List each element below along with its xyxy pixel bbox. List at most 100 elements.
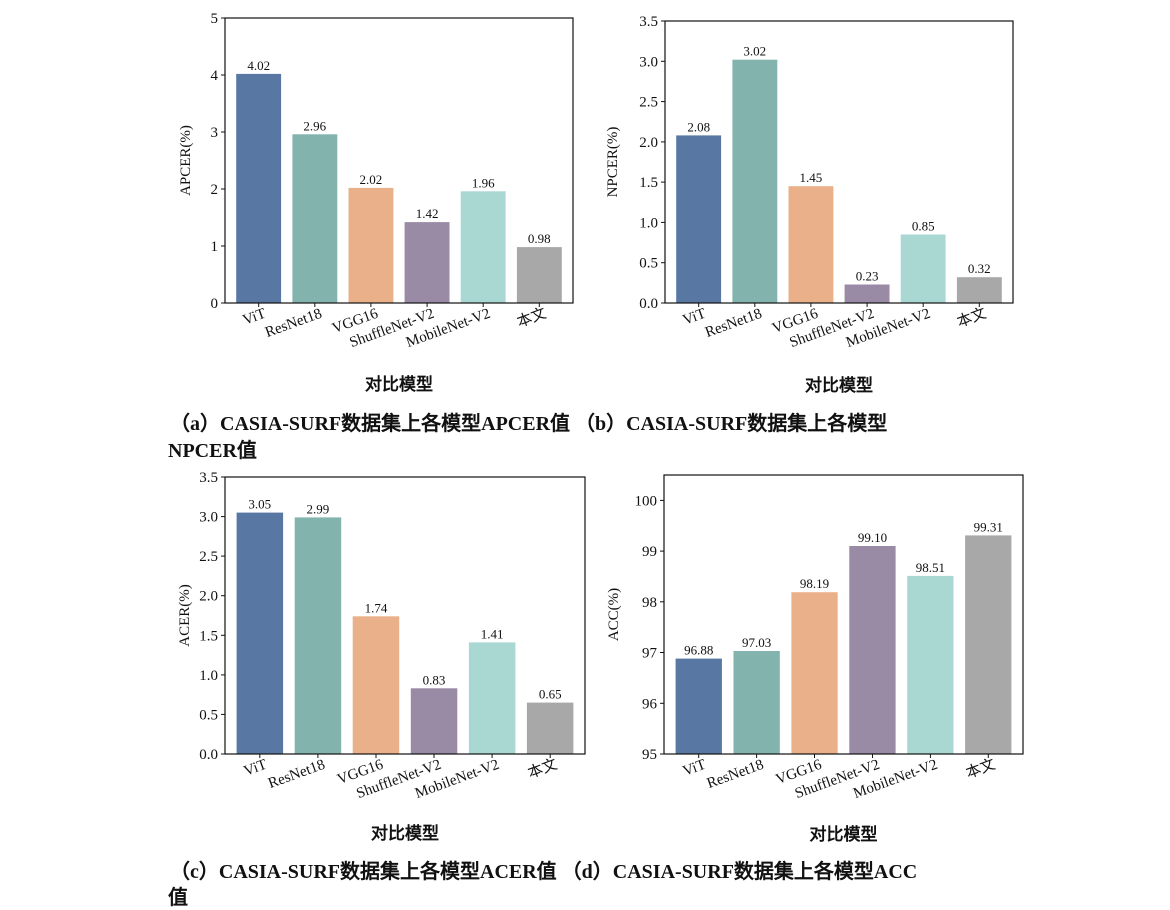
value-label-c-4: 1.41 — [481, 626, 504, 641]
y-axis-label-b: NPCER(%) — [605, 127, 621, 198]
bar-b-5 — [956, 277, 1002, 303]
value-label-a-0: 4.02 — [247, 58, 270, 73]
bar-b-3 — [844, 284, 890, 303]
y-axis-label-c: ACER(%) — [177, 584, 193, 647]
plot-frame-c — [224, 476, 586, 755]
bar-a-3 — [404, 222, 450, 303]
x-axis-title-c: 对比模型 — [371, 823, 439, 844]
y-tick-label-d-3: 98 — [642, 595, 657, 611]
x-tick-label-d-5: 本文 — [964, 756, 998, 782]
y-tick-label-a-2: 2 — [211, 182, 219, 198]
y-tick-label-d-2: 97 — [642, 646, 658, 662]
y-tick-label-b-5: 2.5 — [639, 95, 658, 111]
chart-panel-b: 2.08ViT3.02ResNet181.45VGG160.23ShuffleN… — [605, 14, 1014, 396]
value-label-d-0: 96.88 — [684, 643, 713, 658]
bar-d-2 — [791, 592, 838, 754]
y-tick-label-c-2: 1.0 — [199, 668, 218, 684]
value-label-d-5: 99.31 — [974, 519, 1003, 534]
x-tick-label-d-1: ResNet18 — [705, 757, 766, 792]
x-tick-label-a-1: ResNet18 — [263, 306, 324, 341]
value-label-b-4: 0.85 — [912, 219, 935, 234]
y-tick-label-c-7: 3.5 — [199, 470, 218, 486]
x-tick-label-c-1: ResNet18 — [266, 757, 327, 792]
y-tick-label-b-6: 3.0 — [639, 54, 658, 70]
y-tick-label-c-3: 1.5 — [199, 628, 218, 644]
value-label-d-1: 97.03 — [742, 635, 771, 650]
chart-panel-d: 96.88ViT97.03ResNet1898.19VGG1699.10Shuf… — [606, 474, 1024, 845]
bar-d-4 — [907, 575, 954, 754]
y-tick-label-c-0: 0.0 — [199, 747, 218, 763]
caption-line-2: NPCER值 — [168, 440, 257, 462]
value-label-b-1: 3.02 — [743, 44, 766, 59]
y-tick-label-d-5: 100 — [635, 493, 658, 509]
value-label-a-3: 1.42 — [416, 206, 439, 221]
value-label-c-1: 2.99 — [307, 501, 330, 516]
plot-frame-a — [224, 17, 574, 304]
y-tick-label-a-0: 0 — [211, 296, 219, 312]
value-label-b-5: 0.32 — [968, 261, 991, 276]
y-tick-label-b-7: 3.5 — [639, 14, 658, 30]
bar-c-1 — [294, 517, 342, 754]
value-label-a-2: 2.02 — [360, 172, 383, 187]
y-axis-label-a: APCER(%) — [178, 125, 194, 196]
y-tick-label-d-4: 99 — [642, 544, 657, 560]
chart-panel-a: 4.02ViT2.96ResNet182.02VGG161.42ShuffleN… — [178, 11, 574, 395]
bar-c-0 — [236, 512, 284, 754]
y-tick-label-a-5: 5 — [211, 11, 219, 27]
bar-a-5 — [516, 247, 562, 303]
caption-line-4: 值 — [168, 887, 188, 909]
value-label-c-2: 1.74 — [365, 600, 388, 615]
y-tick-label-a-4: 4 — [211, 68, 219, 84]
x-tick-label-c-0: ViT — [242, 757, 269, 780]
caption-line-1: （a）CASIA-SURF数据集上各模型APCER值 （b）CASIA-SURF… — [170, 413, 888, 435]
value-label-b-3: 0.23 — [856, 269, 879, 284]
caption-line-3: （c）CASIA-SURF数据集上各模型ACER值 （d）CASIA-SURF数… — [170, 861, 918, 883]
x-tick-label-d-0: ViT — [681, 757, 708, 780]
y-tick-label-a-3: 3 — [211, 125, 219, 141]
y-tick-label-b-1: 0.5 — [639, 256, 658, 272]
y-axis-label-d: ACC(%) — [606, 588, 622, 641]
bar-b-0 — [676, 135, 722, 303]
y-tick-label-b-0: 0.0 — [639, 296, 658, 312]
bar-a-4 — [460, 191, 506, 303]
value-label-b-0: 2.08 — [687, 119, 710, 134]
bar-c-3 — [410, 688, 458, 754]
y-tick-label-c-1: 0.5 — [199, 707, 218, 723]
y-tick-label-c-5: 2.5 — [199, 549, 218, 565]
bar-a-1 — [292, 134, 338, 303]
plot-frame-d — [663, 474, 1024, 755]
y-tick-label-b-2: 1.0 — [639, 215, 658, 231]
x-tick-label-b-5: 本文 — [955, 305, 989, 331]
value-label-d-2: 98.19 — [800, 576, 829, 591]
y-tick-label-b-4: 2.0 — [639, 135, 658, 151]
x-tick-label-a-0: ViT — [241, 306, 268, 329]
bar-a-2 — [348, 187, 394, 303]
bar-d-3 — [849, 546, 896, 754]
y-tick-label-a-1: 1 — [211, 239, 219, 255]
value-label-c-5: 0.65 — [539, 687, 562, 702]
x-axis-title-d: 对比模型 — [810, 824, 878, 845]
y-tick-label-d-1: 96 — [642, 696, 658, 712]
y-tick-label-c-4: 2.0 — [199, 589, 218, 605]
bar-c-2 — [352, 616, 400, 754]
value-label-d-4: 98.51 — [916, 560, 945, 575]
value-label-b-2: 1.45 — [800, 170, 823, 185]
bar-b-2 — [788, 186, 834, 303]
bar-c-5 — [526, 702, 574, 754]
value-label-c-3: 0.83 — [423, 672, 446, 687]
bar-c-4 — [468, 642, 516, 754]
x-axis-title-b: 对比模型 — [805, 375, 873, 396]
value-label-d-3: 99.10 — [858, 530, 887, 545]
value-label-c-0: 3.05 — [248, 497, 271, 512]
chart-panel-c: 3.05ViT2.99ResNet181.74VGG160.83ShuffleN… — [177, 470, 586, 844]
bar-d-1 — [733, 651, 780, 754]
value-label-a-5: 0.98 — [528, 231, 551, 246]
bar-b-1 — [732, 59, 778, 304]
value-label-a-4: 1.96 — [472, 175, 495, 190]
bar-d-5 — [965, 535, 1012, 754]
x-tick-label-a-5: 本文 — [515, 305, 549, 331]
x-tick-label-b-1: ResNet18 — [703, 306, 764, 341]
value-label-a-1: 2.96 — [303, 118, 326, 133]
x-axis-title-a: 对比模型 — [365, 374, 433, 395]
